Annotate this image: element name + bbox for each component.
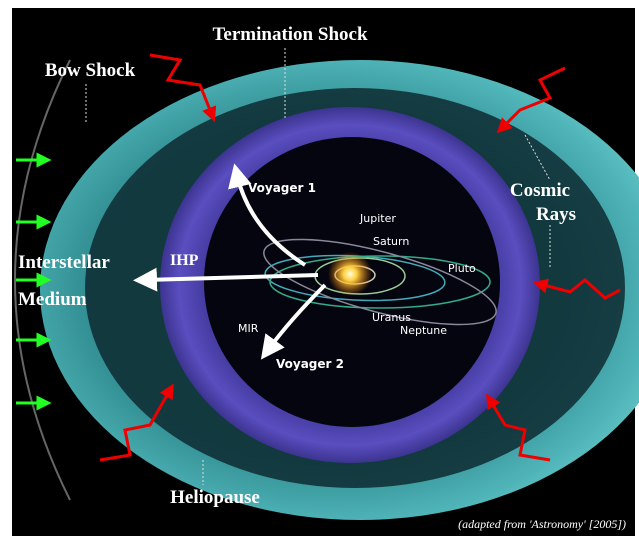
label: Saturn [373,235,409,248]
label: Interstellar [18,252,110,273]
label: Uranus [372,311,411,324]
sun [328,252,372,296]
label: Voyager 2 [276,357,344,371]
label: Termination Shock [212,24,367,45]
caption: (adapted from 'Astronomy' [2005]) [458,517,626,531]
label: Rays [536,204,576,225]
label: IHP [170,252,199,269]
voyager1-arrow [228,163,307,267]
label: Heliopause [170,487,260,508]
redaction [495,33,615,47]
cosmic-ray-arrows [99,53,621,462]
label: Bow Shock [45,60,136,81]
label: Pluto [448,262,476,275]
ihp-arrow [133,267,319,292]
label: Jupiter [359,212,396,225]
label: Medium [18,289,87,310]
label: Voyager 1 [248,181,316,195]
green-arrows [16,152,52,411]
label: Cosmic [510,180,570,201]
label: Neptune [400,324,447,337]
leader-lines [85,48,551,485]
label: MIR [238,322,259,335]
voyager2-arrow [260,283,327,360]
bow-shock-arc [14,59,71,501]
